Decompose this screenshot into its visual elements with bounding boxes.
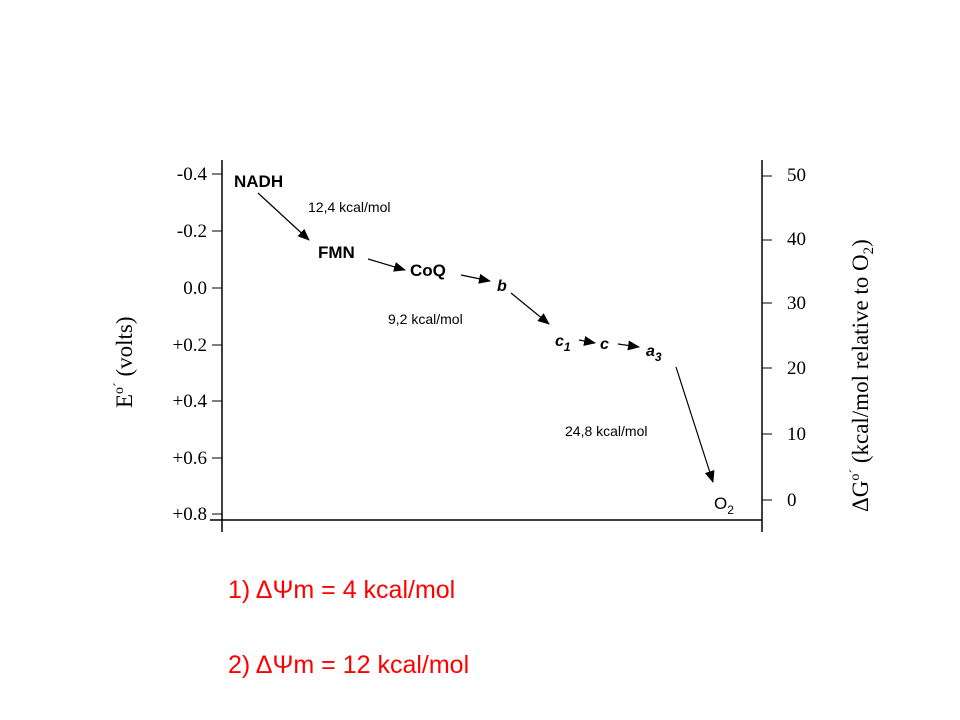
right-tick-label: 50 [787,165,806,186]
arrow-coq-to-b [460,273,491,284]
left-tick-label: -0.2 [177,221,207,242]
arrow-c-to-a3 [617,340,640,351]
left-axis: -0.4 -0.2 0.0 +0.2 +0.4 +0.6 +0.8 Eo´ (v… [112,160,762,532]
right-tick-label: 20 [787,358,806,379]
left-tick-label: +0.4 [173,391,208,412]
energy-label-first: 12,4 kcal/mol [308,199,390,215]
right-axis: 50 40 30 20 10 0 ΔGo´ (kcal/mol relative… [761,160,877,532]
carrier-cytochrome-b: b [497,278,507,295]
left-tick-label: 0.0 [183,278,207,299]
energy-label-second: 9,2 kcal/mol [388,311,463,327]
energy-label-third: 24,8 kcal/mol [565,423,647,439]
right-tick-label: 0 [787,490,797,511]
carriers: NADH FMN CoQ b c1 c a3 O2 [234,172,734,517]
arrow-fmn-to-coq [367,258,406,272]
carrier-oxygen: O2 [714,494,734,517]
arrow-a3-to-o2 [675,366,715,483]
carrier-cytochrome-c1: c1 [555,333,571,354]
membrane-potential-note-1: 1) ΔΨm = 4 kcal/mol [228,576,456,604]
arrow-c1-to-c [578,336,596,346]
right-tick-label: 40 [787,229,806,250]
carrier-cytochrome-a3: a3 [646,343,662,364]
electron-flow-arrows [257,192,715,483]
left-axis-title: Eo´ (volts) [112,316,137,408]
energy-labels: 12,4 kcal/mol 9,2 kcal/mol 24,8 kcal/mol [308,199,647,439]
right-tick-label: 30 [787,293,806,314]
arrow-nadh-to-fmn [257,192,310,241]
carrier-fmn: FMN [318,243,355,262]
right-axis-title: ΔGo´ (kcal/mol relative to O2) [848,239,877,512]
left-tick-label: -0.4 [177,164,208,185]
carrier-nadh: NADH [234,172,283,191]
membrane-potential-note-2: 2) ΔΨm = 12 kcal/mol [228,651,470,679]
right-tick-label: 10 [787,424,806,445]
left-tick-label: +0.8 [173,504,207,525]
arrow-b-to-c1 [510,292,550,325]
left-tick-label: +0.2 [173,335,207,356]
left-tick-label: +0.6 [173,448,207,469]
carrier-cytochrome-c: c [600,336,609,353]
carrier-coq: CoQ [410,261,446,280]
